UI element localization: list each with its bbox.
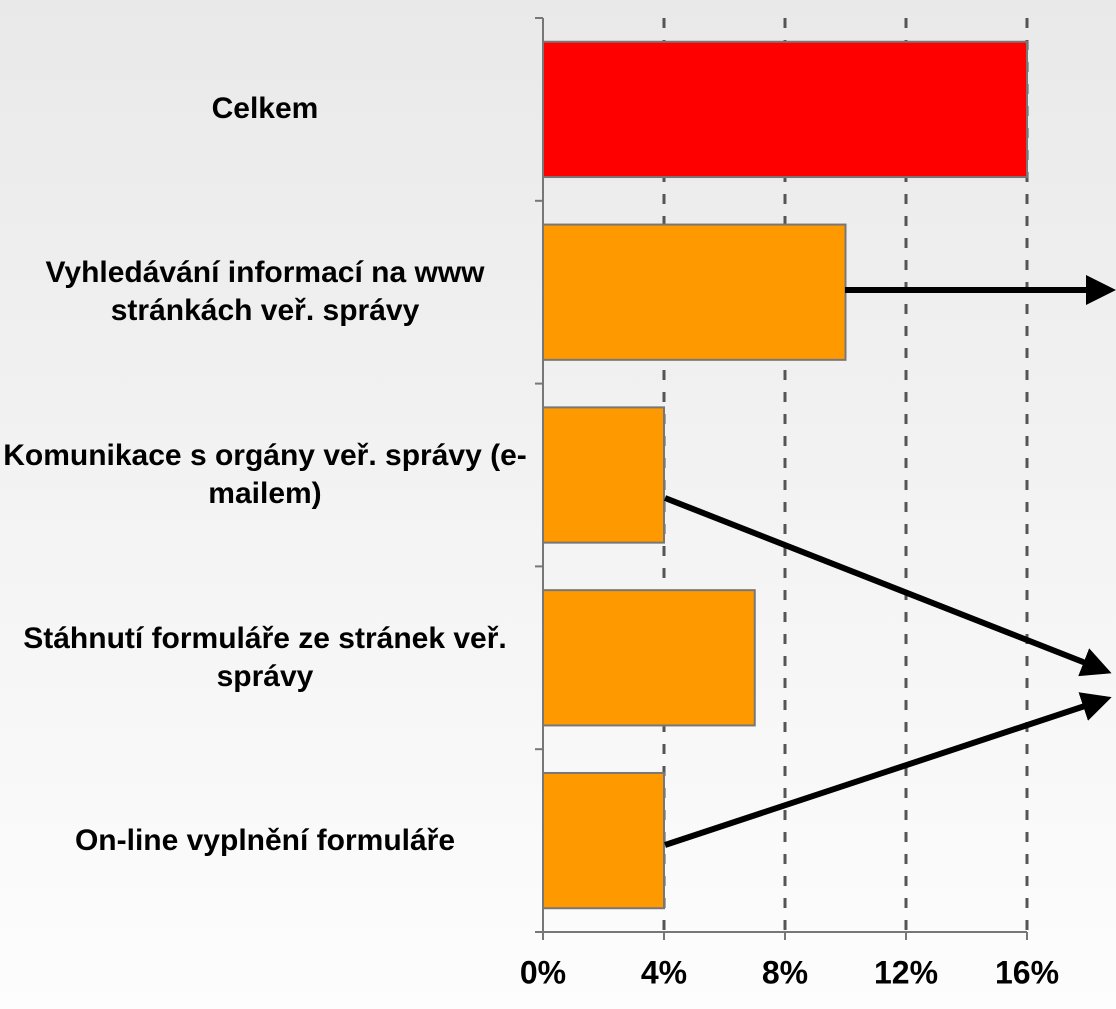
- category-label: Celkem: [211, 92, 319, 126]
- category-label: On-line vyplnění formuláře: [74, 823, 456, 857]
- x-tick-label: 0%: [520, 954, 566, 990]
- category-label: Stáhnutí formuláře ze stránek veř. správ…: [23, 621, 507, 693]
- bar: [542, 589, 756, 727]
- arrow: [663, 495, 1112, 677]
- bar: [542, 406, 665, 544]
- category-label: Vyhledávání informací na www stránkách v…: [45, 256, 485, 328]
- bar: [542, 771, 665, 910]
- category-label: Komunikace s orgány veř. správy (e-maile…: [3, 439, 527, 510]
- x-tick-label: 8%: [762, 954, 808, 990]
- x-tick-label: 16%: [995, 954, 1059, 990]
- arrows: [663, 275, 1116, 848]
- arrow: [664, 692, 1112, 848]
- x-tick-label: 12%: [874, 954, 938, 990]
- bar: [542, 40, 1028, 179]
- bar: [542, 223, 847, 361]
- x-tick-label: 4%: [641, 954, 687, 990]
